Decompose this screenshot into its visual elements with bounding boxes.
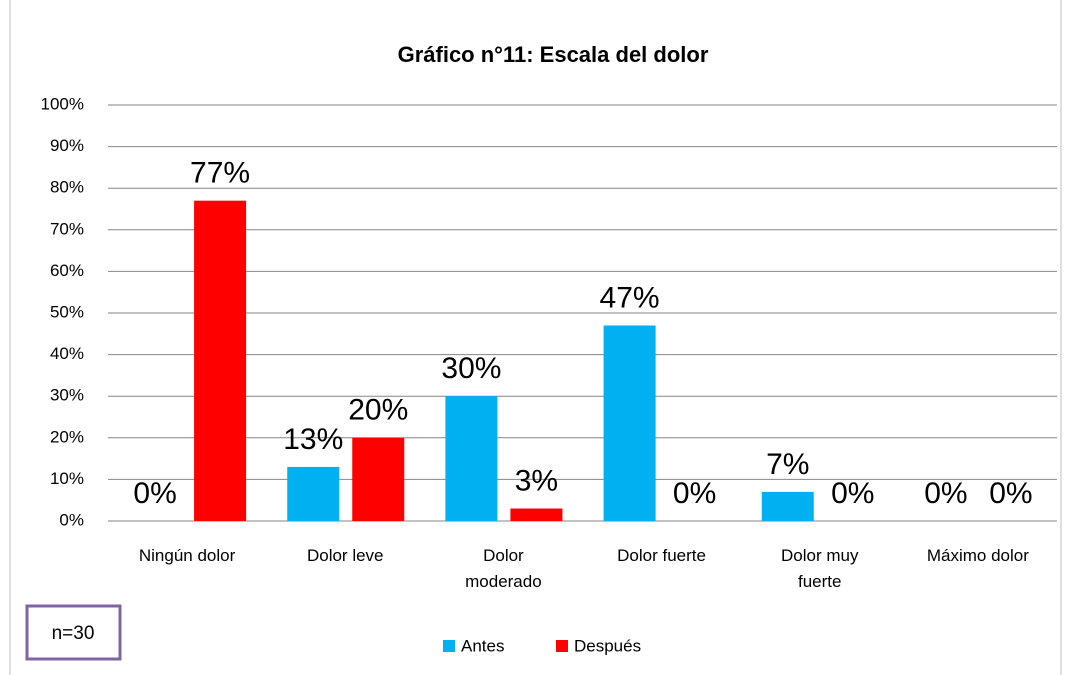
value-label: 77% <box>190 157 250 190</box>
x-tick-label: Dolor leve <box>306 546 384 565</box>
y-tick-label: 90% <box>50 136 84 155</box>
y-tick-label: 30% <box>50 386 84 405</box>
bar <box>510 508 563 521</box>
bar <box>603 325 656 521</box>
x-tick-label: Máximo dolor <box>926 546 1029 565</box>
bar <box>761 491 814 521</box>
y-tick-label: 0% <box>59 510 84 529</box>
value-label: 7% <box>766 448 809 481</box>
legend-swatch <box>556 640 568 652</box>
chart-title: Gráfico n°11: Escala del dolor <box>398 42 709 67</box>
annotation: n=30 <box>52 623 95 644</box>
bar <box>352 437 405 521</box>
y-tick-label: 40% <box>50 344 84 363</box>
value-label: 0% <box>133 477 176 510</box>
x-tick-label: Dolor moderado <box>465 546 542 591</box>
y-tick-label: 50% <box>50 302 84 321</box>
value-label: 47% <box>600 281 660 314</box>
chart-border <box>9 0 1062 675</box>
value-label: 3% <box>515 464 558 497</box>
bar <box>287 466 340 521</box>
y-tick-label: 20% <box>50 427 84 446</box>
value-label: 0% <box>924 477 967 510</box>
y-tick-label: 100% <box>41 94 84 113</box>
bar <box>194 200 247 521</box>
annotation-box <box>25 604 122 661</box>
value-label: 0% <box>831 477 874 510</box>
x-tick-label: Dolor fuerte <box>617 546 706 565</box>
y-tick-label: 70% <box>50 219 84 238</box>
y-tick-label: 80% <box>50 178 84 197</box>
legend-label: Después <box>574 636 641 655</box>
legend-label: Antes <box>461 636 504 655</box>
value-label: 0% <box>673 477 716 510</box>
bar <box>445 396 498 521</box>
value-label: 13% <box>283 423 343 456</box>
value-label: 20% <box>348 394 408 427</box>
x-tick-label: Dolor muy fuerte <box>781 546 859 591</box>
y-tick-label: 10% <box>50 469 84 488</box>
value-label: 30% <box>441 352 501 385</box>
x-tick-label: Ningún dolor <box>138 546 236 565</box>
y-tick-label: 60% <box>50 261 84 280</box>
value-label: 0% <box>989 477 1032 510</box>
legend-swatch <box>443 640 455 652</box>
